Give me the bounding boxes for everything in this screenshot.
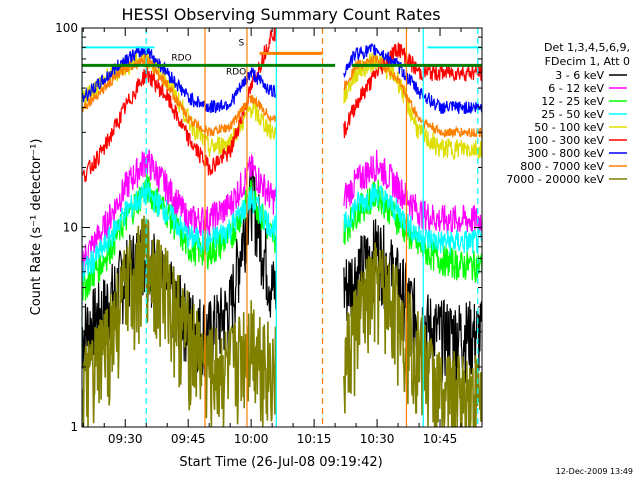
legend-header-2: FDecim 1, Att 0 <box>545 55 630 68</box>
legend-label-6: 100 - 300 keV <box>527 134 604 147</box>
series-line-9 <box>82 215 482 427</box>
legend-label-9: 7000 - 20000 keV <box>506 173 604 186</box>
axes: 09:30 09:45 10:00 10:15 10:30 10:45 1 10 100 <box>55 21 483 446</box>
series-line-4 <box>82 181 482 282</box>
legend-label-4: 25 - 50 keV <box>541 108 604 121</box>
chart-title: HESSI Observing Summary Count Rates <box>121 5 440 24</box>
series-line-7 <box>82 42 482 115</box>
s-label: S <box>239 38 245 48</box>
x-tick-label-6: 10:45 <box>423 432 458 446</box>
legend: Det 1,3,4,5,6,9,FDecim 1, Att 03 - 6 keV… <box>506 41 630 186</box>
x-tick-label-3: 10:00 <box>234 432 269 446</box>
y-tick-label-2: 10 <box>63 221 78 235</box>
plot-clip-group: RDO RDO S <box>82 28 482 427</box>
legend-label-1: 3 - 6 keV <box>555 69 604 82</box>
series-line-2 <box>82 149 482 275</box>
rdo-label-1: RDO <box>171 53 191 63</box>
y-tick-label-3: 100 <box>55 21 78 35</box>
x-tick-label-4: 10:15 <box>297 432 332 446</box>
plot-area: RDO RDO S <box>82 28 482 427</box>
x-axis-label: Start Time (26-Jul-08 09:19:42) <box>179 455 382 470</box>
footer-date: 12-Dec-2009 13:49 <box>556 467 633 476</box>
x-tick-label-5: 10:30 <box>360 432 395 446</box>
legend-label-2: 6 - 12 keV <box>548 82 604 95</box>
legend-label-7: 300 - 800 keV <box>527 147 604 160</box>
legend-label-3: 12 - 25 keV <box>541 95 604 108</box>
rdo-label-2: RDO <box>226 67 246 77</box>
x-tick-label-2: 09:45 <box>171 432 206 446</box>
series-line-8 <box>82 54 482 139</box>
legend-label-5: 50 - 100 keV <box>534 121 604 134</box>
legend-header-1: Det 1,3,4,5,6,9, <box>544 41 630 54</box>
series-line-6 <box>82 28 482 183</box>
y-tick-label-1: 1 <box>70 420 78 434</box>
x-tick-label-1: 09:30 <box>108 432 143 446</box>
y-axis-label: Count Rate (s⁻¹ detector⁻¹) <box>29 139 44 316</box>
legend-label-8: 800 - 7000 keV <box>520 160 604 173</box>
